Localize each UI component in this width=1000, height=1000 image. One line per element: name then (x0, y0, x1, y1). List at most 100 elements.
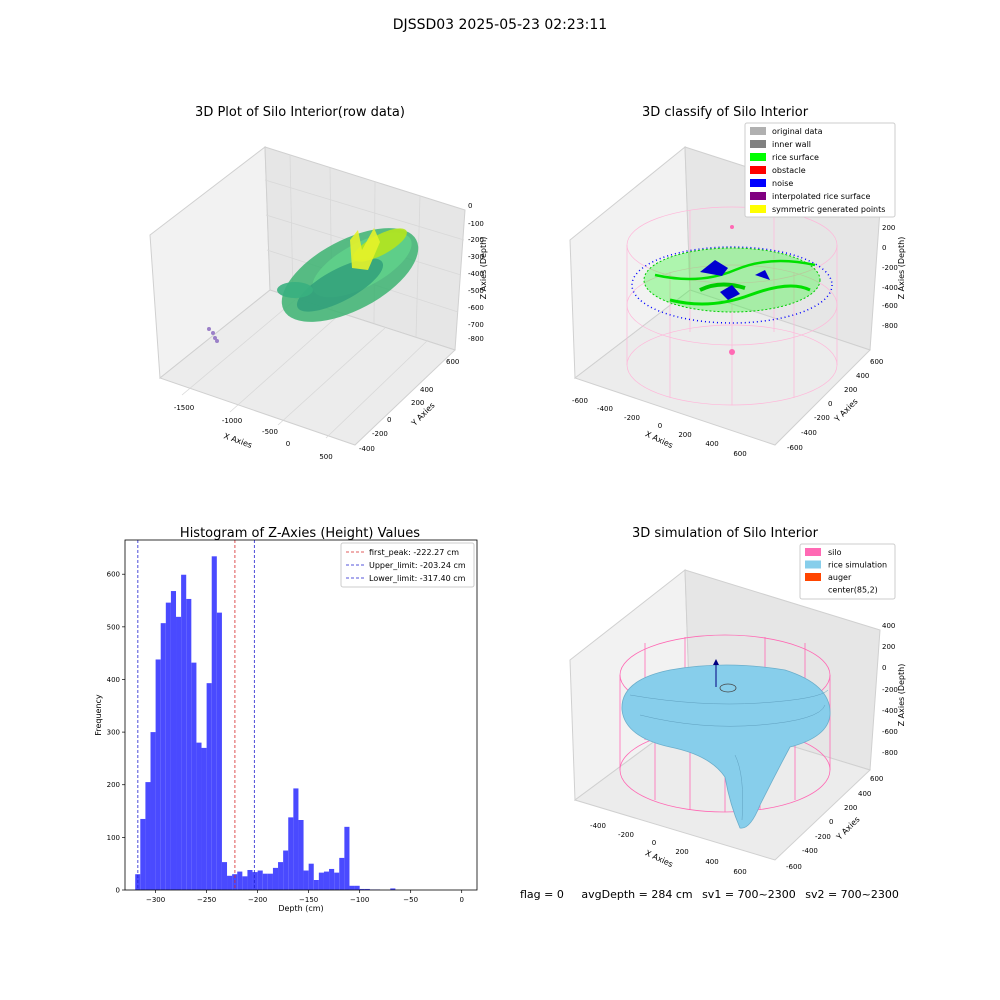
z-tick: -200 (882, 686, 898, 694)
panel-simulation-3d: 3D simulation of Silo Interior silo rice … (569, 526, 906, 876)
legend-swatch (750, 205, 766, 213)
y-axis-label: Frequency (94, 694, 103, 736)
panel-title: 3D simulation of Silo Interior (632, 526, 819, 541)
y-tick: 200 (411, 399, 424, 407)
chart-title: Histogram of Z-Axies (Height) Values (180, 526, 420, 541)
x-tick: -1500 (174, 404, 194, 412)
z-tick: -600 (882, 302, 898, 310)
y-tick-label: 600 (107, 571, 120, 579)
x-tick-label: −250 (197, 896, 216, 904)
legend-swatch (750, 166, 766, 174)
legend-swatch (805, 573, 821, 581)
rice-simulation-surface (621, 659, 831, 829)
histogram-bar (339, 857, 345, 890)
x-tick-labels: -400 -200 0 200 400 600 (590, 822, 747, 876)
x-tick: -1000 (222, 417, 242, 425)
z-tick: -100 (468, 220, 484, 228)
x-tick: -200 (618, 831, 634, 839)
y-tick: 0 (387, 416, 391, 424)
y-tick: 0 (829, 818, 833, 826)
histogram-bar (201, 747, 207, 890)
z-tick: 200 (882, 224, 895, 232)
histogram-bar (278, 862, 284, 890)
y-axis-label: Y Axies (832, 397, 860, 425)
classified-point-cloud (631, 225, 833, 355)
histogram-bar (150, 732, 156, 890)
y-tick-labels: 600 400 200 0 -200 -400 -600 (787, 358, 883, 452)
z-tick: -400 (882, 707, 898, 715)
legend-label: Upper_limit: -203.24 cm (369, 561, 466, 570)
y-tick: -600 (787, 444, 803, 452)
histogram-bar (191, 662, 197, 890)
x-tick: 600 (733, 868, 746, 876)
x-tick-label: −200 (248, 896, 267, 904)
x-tick-label: −50 (403, 896, 418, 904)
x-tick-labels: -600 -400 -200 0 200 400 600 (572, 397, 747, 458)
x-tick: 200 (675, 848, 688, 856)
z-tick: 0 (882, 664, 886, 672)
y-tick: 200 (844, 386, 857, 394)
y-tick-label: 400 (107, 676, 120, 684)
x-axis-label: X Axies (222, 431, 253, 450)
histogram-bar (359, 888, 365, 890)
histogram-bar (247, 870, 253, 890)
histogram-bar (211, 556, 217, 890)
z-tick: 0 (882, 244, 886, 252)
histogram-bar (288, 817, 294, 890)
histogram-bar (364, 888, 370, 890)
histogram-bar (181, 574, 187, 890)
x-tick: 0 (658, 422, 662, 430)
reference-lines (137, 540, 255, 890)
legend-label: obstacle (772, 166, 806, 175)
histogram-bar (176, 616, 182, 890)
histogram-bar (262, 873, 268, 890)
y-tick: 600 (870, 775, 883, 783)
z-axis-label: Z Axies (Depth) (897, 664, 906, 727)
z-axis-label: Z Axies (Depth) (897, 237, 906, 300)
x-tick: 0 (652, 839, 656, 847)
y-tick-labels: 0 100 200 300 400 500 600 (107, 571, 125, 895)
flag-text: flag = 0 (520, 888, 564, 901)
legend-label: rice simulation (828, 561, 887, 570)
y-tick-labels: 600 400 200 0 -200 -400 (359, 358, 459, 453)
histogram-bar (334, 872, 340, 890)
y-tick: 400 (856, 372, 869, 380)
avg-depth-text: avgDepth = 284 cm (581, 888, 693, 901)
legend: first_peak: -222.27 cm Upper_limit: -203.… (340, 542, 475, 588)
legend-swatch (750, 179, 766, 187)
z-axis-label: Z Axies (Depth) (479, 237, 488, 300)
plot-frame (124, 539, 478, 891)
histogram-bar (329, 868, 335, 890)
histogram-bar (344, 826, 350, 890)
x-tick: -500 (262, 428, 278, 436)
y-tick: -400 (801, 429, 817, 437)
histogram-bar (140, 818, 146, 890)
x-tick-labels: -1500 -1000 -500 0 500 (174, 404, 333, 461)
histogram-bar (390, 888, 396, 890)
z-tick: -600 (468, 304, 484, 312)
legend-label: interpolated rice surface (772, 192, 870, 201)
z-tick: 0 (468, 202, 472, 210)
histogram-bar (145, 782, 151, 890)
legend-swatch (805, 560, 821, 569)
legend-label: rice surface (772, 153, 819, 162)
panel-title: 3D classify of Silo Interior (642, 105, 809, 120)
legend-label: silo (828, 548, 842, 557)
histogram-bar (221, 862, 228, 890)
raw-point-cloud (207, 228, 419, 343)
x-tick: 600 (733, 450, 746, 458)
y-axis-label: Y Axies (834, 815, 862, 843)
y-tick: -200 (814, 414, 830, 422)
silo-wireframe (626, 206, 838, 406)
z-tick: -500 (468, 287, 484, 295)
histogram-bar (267, 873, 273, 890)
z-tick: 400 (882, 622, 895, 630)
z-tick: 200 (882, 643, 895, 651)
z-tick: -800 (882, 749, 898, 757)
y-tick: -400 (802, 847, 818, 855)
histogram-bar (313, 880, 319, 890)
z-tick-labels: 0 -100 -200 -300 -400 -500 -600 -700 -80… (468, 202, 484, 343)
y-tick: 600 (446, 358, 459, 366)
legend-swatch (750, 127, 766, 135)
x-tick: 200 (678, 431, 691, 439)
